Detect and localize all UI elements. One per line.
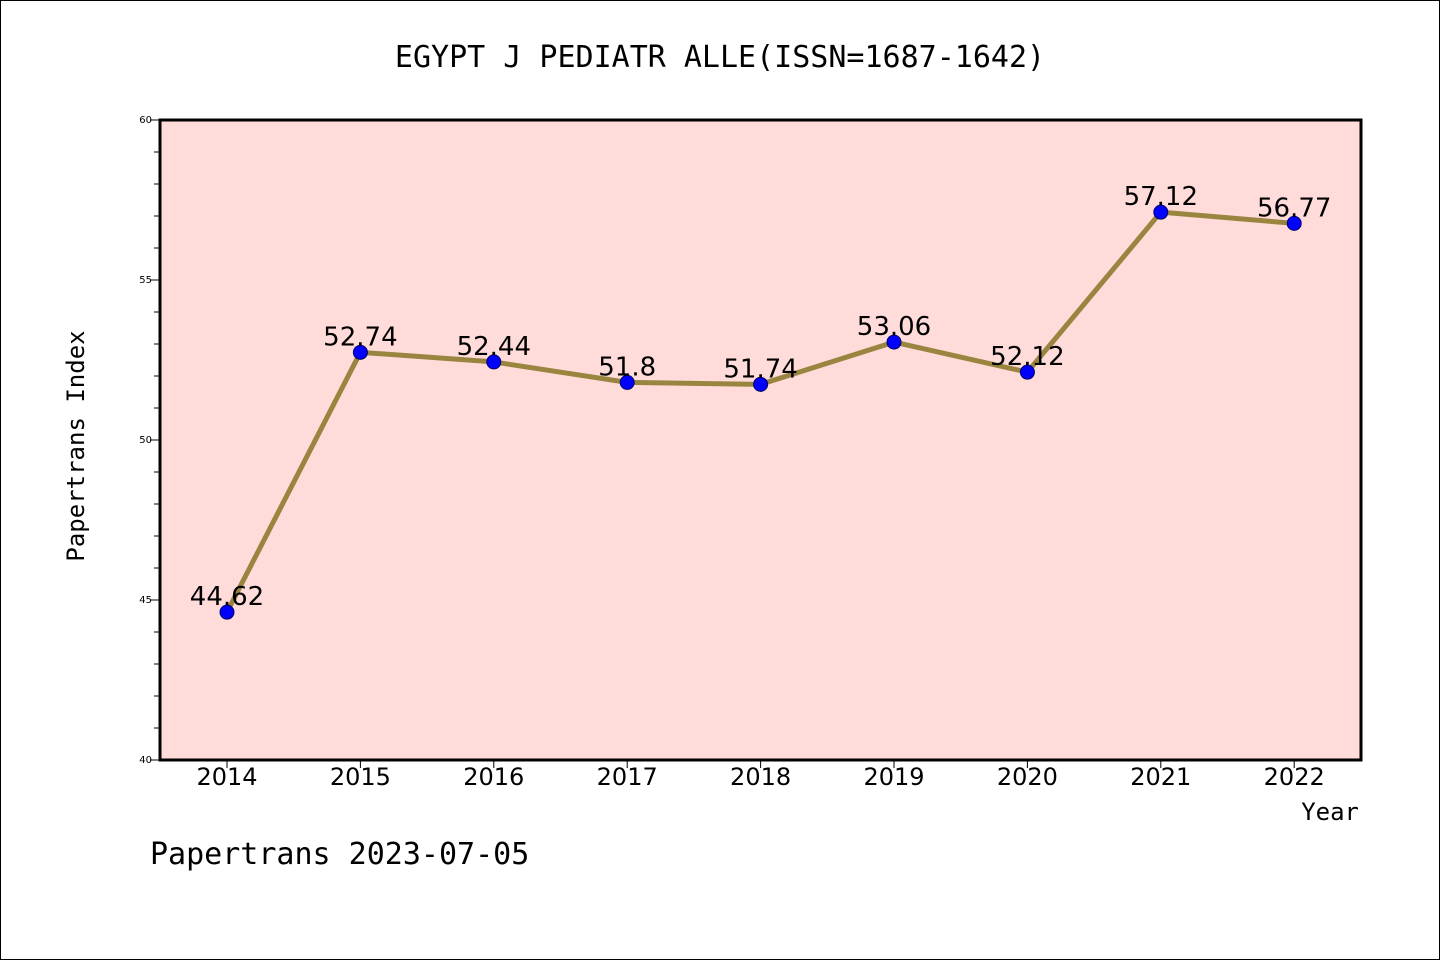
x-tick-label: 2014 xyxy=(196,763,257,791)
y-tick-label: 55 xyxy=(139,275,152,286)
x-axis: 2014 2015 2016 2017 2018 2019 2020 2021 2022 xyxy=(196,760,1325,791)
x-axis-label: Year xyxy=(1301,798,1359,826)
x-tick-label: 2018 xyxy=(730,763,791,791)
data-label: 53.06 xyxy=(857,312,931,342)
data-point xyxy=(1286,215,1302,231)
data-label: 52.74 xyxy=(323,322,397,352)
x-tick-label: 2016 xyxy=(463,763,524,791)
data-point xyxy=(219,604,235,620)
x-tick-label: 2017 xyxy=(597,763,658,791)
y-tick-label: 40 xyxy=(139,755,152,766)
data-label: 56.77 xyxy=(1257,193,1331,223)
data-labels: 44.62 52.74 52.44 51.8 51.74 53.06 52.12 57.12 5… xyxy=(190,182,1332,612)
x-tick-label: 2021 xyxy=(1130,763,1191,791)
data-point xyxy=(1153,204,1169,220)
data-point xyxy=(753,376,769,392)
y-tick-label: 60 xyxy=(139,115,152,126)
data-label: 51.8 xyxy=(598,352,656,382)
x-tick-label: 2022 xyxy=(1264,763,1325,791)
data-point xyxy=(352,344,368,360)
y-tick-label: 45 xyxy=(139,595,152,606)
x-tick-label: 2015 xyxy=(330,763,391,791)
y-axis-label: Papertrans Index xyxy=(62,330,90,561)
data-point xyxy=(486,354,502,370)
y-tick-label: 50 xyxy=(139,435,152,446)
data-label: 52.44 xyxy=(457,332,531,362)
plot-area xyxy=(158,118,1363,762)
x-tick-label: 2020 xyxy=(997,763,1058,791)
x-tick-label: 2019 xyxy=(863,763,924,791)
chart-title: EGYPT J PEDIATR ALLE(ISSN=1687-1642) xyxy=(395,40,1045,75)
data-label: 52.12 xyxy=(990,342,1064,372)
footer-text: Papertrans 2023-07-05 xyxy=(150,837,529,872)
data-label: 57.12 xyxy=(1124,182,1198,212)
data-point xyxy=(886,334,902,350)
y-axis: 40 45 50 55 60 xyxy=(139,115,160,766)
data-label: 44.62 xyxy=(190,582,264,612)
data-point xyxy=(1019,364,1035,380)
data-label: 51.74 xyxy=(723,354,797,384)
series-markers xyxy=(219,204,1302,620)
data-point xyxy=(619,374,635,390)
